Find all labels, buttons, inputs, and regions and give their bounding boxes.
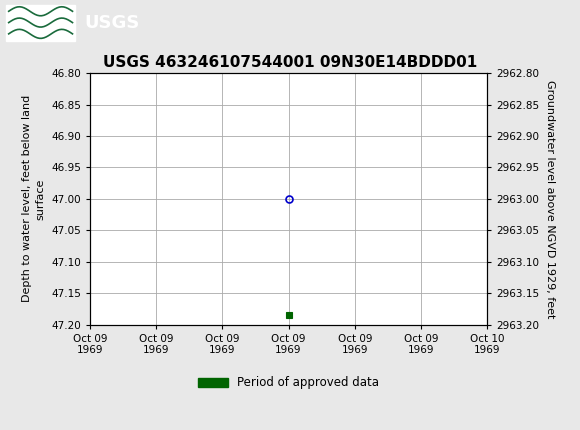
Y-axis label: Groundwater level above NGVD 1929, feet: Groundwater level above NGVD 1929, feet [545, 80, 555, 318]
Y-axis label: Depth to water level, feet below land
surface: Depth to water level, feet below land su… [22, 95, 45, 302]
Text: USGS 463246107544001 09N30E14BDDD01: USGS 463246107544001 09N30E14BDDD01 [103, 55, 477, 70]
Text: USGS: USGS [84, 14, 139, 31]
Legend: Period of approved data: Period of approved data [193, 372, 384, 394]
FancyBboxPatch shape [6, 4, 75, 41]
